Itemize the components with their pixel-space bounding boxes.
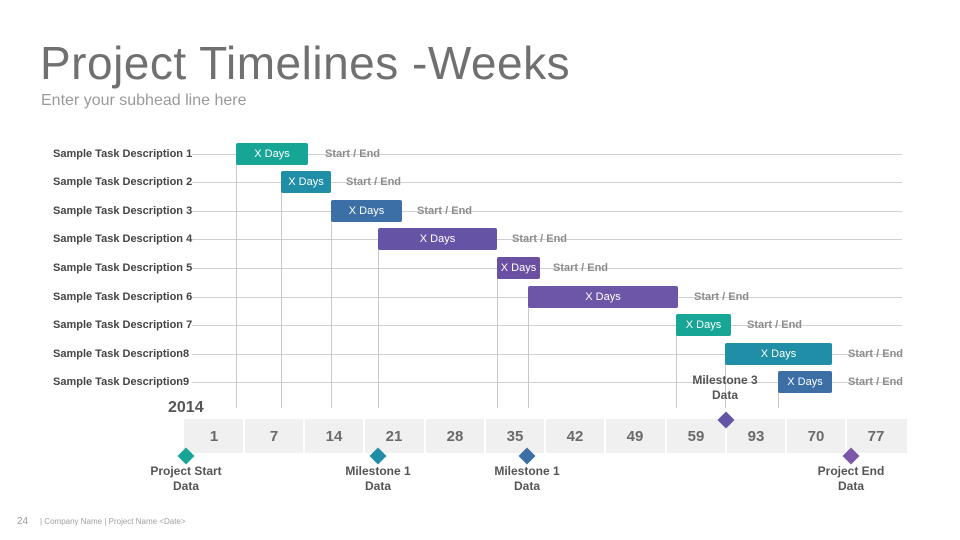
axis-tick: 42 <box>566 427 584 445</box>
row-line <box>192 268 902 269</box>
milestone-label-line1: Milestone 1 <box>345 464 411 478</box>
footer-text: | Company Name | Project Name <Date> <box>40 517 186 526</box>
task-label: Sample Task Description9 <box>53 376 190 388</box>
timeline-gridline <box>528 297 529 408</box>
axis-tick: 7 <box>269 427 279 445</box>
milestone-label-line1: Project Start <box>150 464 222 478</box>
task-status: Start / End <box>747 319 803 331</box>
axis-tick: 70 <box>807 427 825 445</box>
timeline-gridline <box>676 325 677 408</box>
axis-separator <box>243 419 245 453</box>
milestone-label: Project End Data <box>818 464 885 494</box>
axis-separator <box>424 419 426 453</box>
row-line <box>192 154 902 155</box>
task-label: Sample Task Description 1 <box>53 148 193 160</box>
timeline-gridline <box>281 182 282 408</box>
task-label: Sample Task Description 3 <box>53 205 193 217</box>
axis-separator <box>303 419 305 453</box>
timeline-gridline <box>378 239 379 408</box>
row-line <box>192 382 902 383</box>
row-line <box>192 354 902 355</box>
milestone-label-line2: Data <box>513 479 541 493</box>
task-bar: X Days <box>236 143 308 165</box>
axis-tick: 14 <box>325 427 343 445</box>
milestone-label: Milestone 3 Data <box>692 373 757 403</box>
page-title: Project Timelines -Weeks <box>40 37 571 89</box>
row-line <box>192 325 902 326</box>
axis-separator <box>785 419 787 453</box>
task-label: Sample Task Description 7 <box>53 319 193 331</box>
timeline-gridline <box>497 268 498 408</box>
year-label: 2014 <box>168 399 204 416</box>
page-subhead: Enter your subhead line here <box>41 92 247 109</box>
milestone-label: Milestone 1 Data <box>494 464 559 494</box>
task-bar: X Days <box>378 228 497 250</box>
timeline-gridline <box>778 382 779 408</box>
axis-tick: 21 <box>385 427 403 445</box>
task-status: Start / End <box>417 205 473 217</box>
task-bar: X Days <box>331 200 402 222</box>
timeline-gridline <box>331 211 332 408</box>
milestone-label-line1: Milestone 1 <box>494 464 560 478</box>
task-status: Start / End <box>346 176 402 188</box>
milestone-label: Milestone 1 Data <box>345 464 410 494</box>
milestone-label-line2: Data <box>837 479 864 493</box>
task-bar: X Days <box>281 171 331 193</box>
axis-tick: 93 <box>747 427 765 445</box>
milestone-label-line2: Data <box>172 479 200 493</box>
axis-separator <box>363 419 365 453</box>
task-status: Start / End <box>848 348 904 360</box>
task-bar: X Days <box>676 314 731 336</box>
axis-separator <box>484 419 486 453</box>
axis-tick: 77 <box>867 427 885 445</box>
milestone-label-line2: Data <box>711 388 739 402</box>
task-bar: X Days <box>497 257 540 279</box>
task-status: Start / End <box>848 376 904 388</box>
axis-separator <box>665 419 667 453</box>
axis-separator <box>544 419 546 453</box>
task-label: Sample Task Description 5 <box>53 262 193 274</box>
task-status: Start / End <box>694 291 750 303</box>
task-label: Sample Task Description 6 <box>53 291 193 303</box>
row-line <box>192 239 902 240</box>
timeline-gridline <box>236 154 237 408</box>
task-bar: X Days <box>725 343 832 365</box>
task-bar: X Days <box>528 286 678 308</box>
axis-separator <box>845 419 847 453</box>
page-number: 24 <box>17 516 29 527</box>
milestone-label-line2: Data <box>364 479 392 493</box>
milestone-label: Project Start Data <box>150 464 221 494</box>
timeline-gridline <box>725 354 726 408</box>
task-label: Sample Task Description 4 <box>53 233 193 245</box>
axis-tick: 59 <box>687 427 705 445</box>
task-status: Start / End <box>553 262 609 274</box>
task-status: Start / End <box>325 148 381 160</box>
axis-tick: 28 <box>446 427 464 445</box>
task-label: Sample Task Description8 <box>53 348 190 360</box>
row-line <box>192 211 902 212</box>
task-bar: X Days <box>778 371 832 393</box>
axis-separator <box>725 419 727 453</box>
milestone-label-line1: Project End <box>817 464 885 478</box>
row-line <box>192 182 902 183</box>
task-label: Sample Task Description 2 <box>53 176 193 188</box>
task-status: Start / End <box>512 233 568 245</box>
milestone-label-line1: Milestone 3 <box>692 373 758 387</box>
axis-tick: 49 <box>626 427 644 445</box>
axis-separator <box>604 419 606 453</box>
axis-tick: 1 <box>209 427 219 445</box>
axis-tick: 35 <box>506 427 524 445</box>
